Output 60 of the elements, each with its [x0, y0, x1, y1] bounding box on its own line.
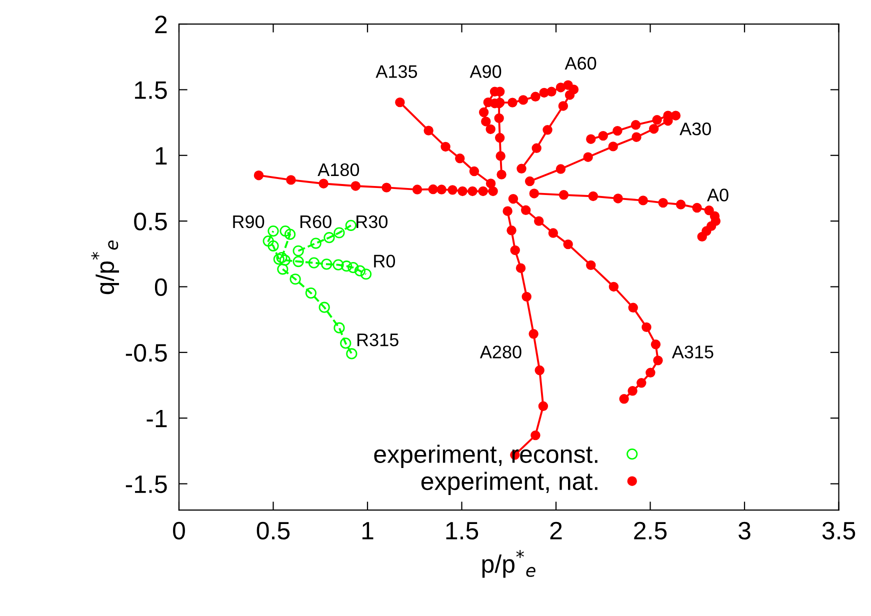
point — [318, 302, 330, 313]
point — [332, 259, 344, 270]
point — [348, 262, 359, 274]
point — [360, 268, 372, 280]
annotation: A60 — [564, 56, 596, 70]
point — [354, 265, 366, 276]
y-tick-label: -0.5 — [126, 344, 167, 362]
point — [341, 260, 352, 272]
y-tick-label: 0.5 — [134, 212, 167, 230]
annotation: A135 — [376, 65, 418, 78]
x-tick-label: 2 — [550, 522, 562, 540]
point — [279, 254, 290, 266]
annotation: R90 — [233, 215, 264, 228]
x-tick-label: 1 — [362, 522, 374, 540]
point — [308, 257, 320, 268]
annotation: R30 — [356, 215, 388, 228]
point — [280, 225, 291, 237]
x-tick-label: 2.5 — [634, 522, 667, 540]
y-tick-label: 1 — [156, 147, 167, 164]
y-tick-label: -1 — [146, 410, 167, 428]
annotation: R60 — [300, 215, 332, 228]
point — [334, 322, 345, 334]
x-tick-label: 1.5 — [446, 522, 478, 540]
x-tick-label: 0.5 — [256, 522, 290, 540]
point — [290, 274, 301, 285]
annotation: A30 — [680, 122, 711, 136]
point — [321, 258, 332, 270]
point — [268, 225, 279, 237]
x-tick-label: 3.5 — [822, 522, 856, 540]
y-tick-label: 2 — [155, 16, 167, 34]
point — [305, 287, 317, 299]
point — [324, 232, 335, 244]
annotation: R0 — [374, 254, 396, 268]
annotation: A280 — [480, 346, 522, 358]
point — [345, 220, 356, 231]
annotation: A180 — [318, 163, 360, 176]
annotation: R315 — [357, 333, 398, 346]
y-axis-title: q/p$^{*}$$_{e}$ — [91, 240, 119, 294]
x-tick-label: 3 — [738, 522, 750, 540]
annotation: A315 — [672, 346, 714, 358]
point — [277, 264, 288, 275]
point — [340, 338, 352, 349]
x-axis-title: p/p$^{*}$$_{e}$ — [482, 550, 536, 578]
point — [276, 252, 288, 264]
annotation: A90 — [470, 65, 502, 78]
x-tick-label: 0 — [173, 522, 185, 540]
point — [292, 245, 304, 256]
legend-label: experiment, nat. — [421, 472, 598, 496]
y-tick-label: -1.5 — [126, 476, 167, 494]
point — [284, 228, 296, 240]
point — [334, 227, 345, 238]
point — [310, 238, 322, 249]
point — [273, 254, 284, 265]
y-tick-label: 1.5 — [135, 82, 167, 100]
y-tick-label: 0 — [154, 278, 167, 296]
point — [292, 256, 304, 268]
point — [346, 348, 358, 360]
annotation: A0 — [707, 188, 728, 202]
point — [268, 240, 279, 252]
point — [262, 235, 274, 247]
